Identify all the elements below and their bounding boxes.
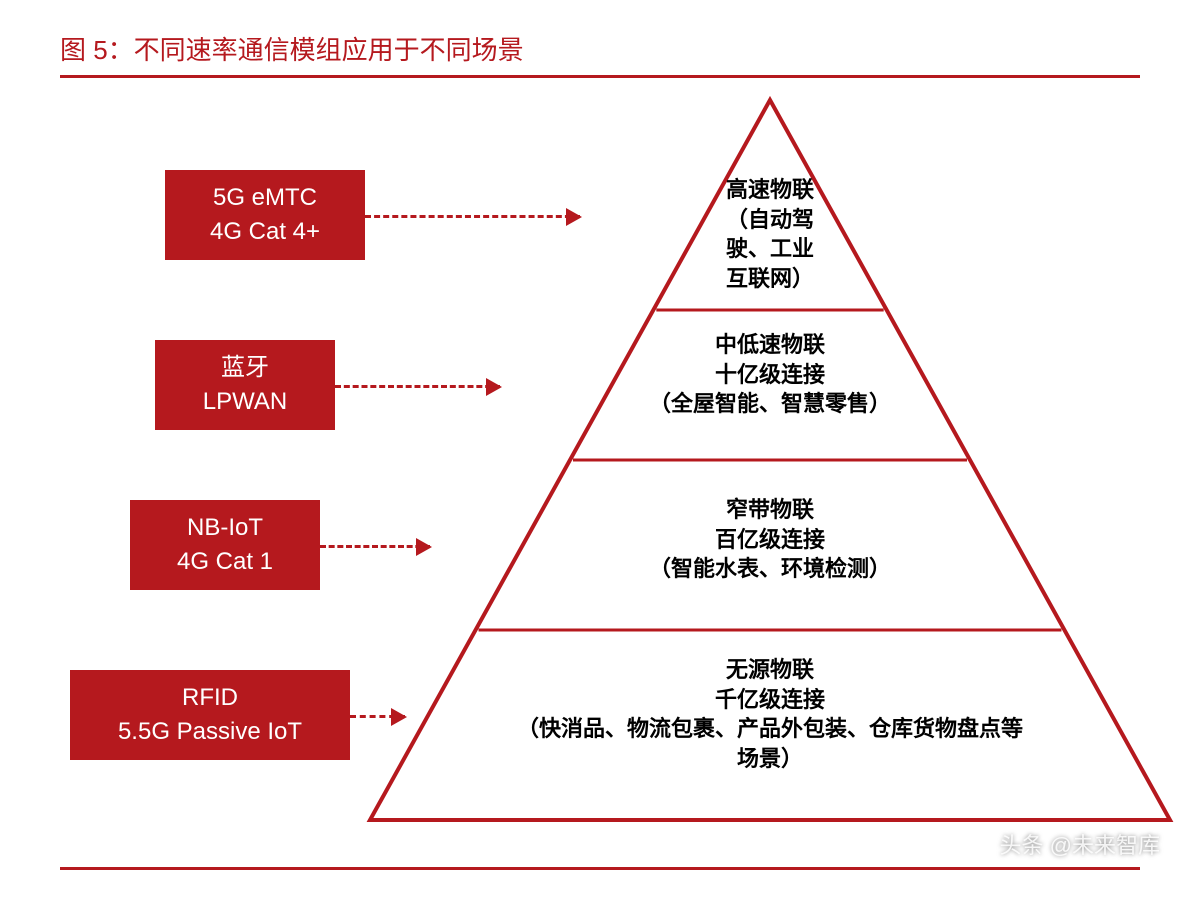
arrow-0 (365, 215, 580, 218)
tier-line: 千亿级连接 (420, 685, 1120, 715)
tech-label-line2: 4G Cat 1 (177, 545, 273, 579)
tier-line: （快消品、物流包裹、产品外包装、仓库货物盘点等 (420, 714, 1120, 744)
pyramid-tier-2: 窄带物联百亿级连接（智能水表、环境检测） (590, 495, 950, 584)
tier-line: 百亿级连接 (590, 525, 950, 555)
tier-line: （自动驾 (680, 205, 860, 235)
tech-label-3: RFID5.5G Passive IoT (70, 670, 350, 760)
tech-label-line1: 5G eMTC (213, 181, 317, 215)
pyramid-tier-0: 高速物联（自动驾驶、工业互联网） (680, 175, 860, 294)
pyramid-tier-3: 无源物联千亿级连接（快消品、物流包裹、产品外包装、仓库货物盘点等场景） (420, 655, 1120, 774)
tech-label-line1: NB-IoT (187, 511, 263, 545)
tier-line: 高速物联 (680, 175, 860, 205)
tier-line: 中低速物联 (600, 330, 940, 360)
tier-line: 无源物联 (420, 655, 1120, 685)
arrow-2 (320, 545, 430, 548)
tech-label-line2: 5.5G Passive IoT (118, 715, 302, 749)
tech-label-2: NB-IoT4G Cat 1 (130, 500, 320, 590)
tech-label-line2: 4G Cat 4+ (210, 215, 320, 249)
tier-line: 场景） (420, 744, 1120, 774)
tier-line: 十亿级连接 (600, 360, 940, 390)
tech-label-1: 蓝牙LPWAN (155, 340, 335, 430)
bottom-rule (60, 867, 1140, 870)
arrow-1 (335, 385, 500, 388)
tier-line: （智能水表、环境检测） (590, 554, 950, 584)
tech-label-line2: LPWAN (203, 385, 287, 419)
tier-line: 驶、工业 (680, 234, 860, 264)
tier-line: （全屋智能、智慧零售） (600, 389, 940, 419)
watermark: 头条 @未来智库 (1000, 828, 1160, 860)
arrow-3 (350, 715, 405, 718)
tech-label-0: 5G eMTC4G Cat 4+ (165, 170, 365, 260)
tech-label-line1: RFID (182, 681, 238, 715)
tech-label-line1: 蓝牙 (221, 351, 269, 385)
pyramid-tier-1: 中低速物联十亿级连接（全屋智能、智慧零售） (600, 330, 940, 419)
tier-line: 互联网） (680, 264, 860, 294)
tier-line: 窄带物联 (590, 495, 950, 525)
